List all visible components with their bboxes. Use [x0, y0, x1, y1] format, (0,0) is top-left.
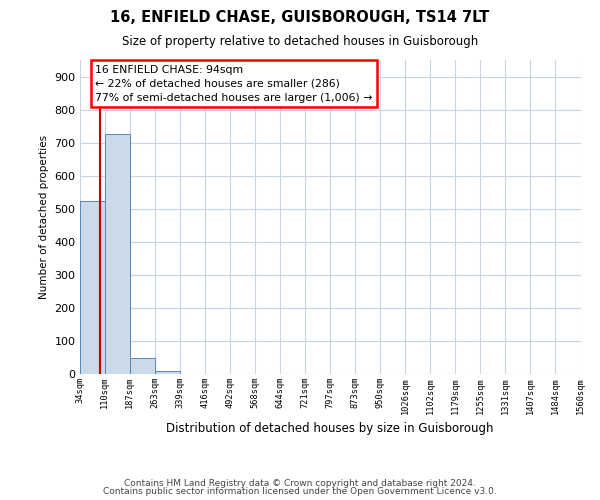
Text: 16, ENFIELD CHASE, GUISBOROUGH, TS14 7LT: 16, ENFIELD CHASE, GUISBOROUGH, TS14 7LT [110, 10, 490, 25]
Bar [155, 371, 180, 374]
Text: Contains public sector information licensed under the Open Government Licence v3: Contains public sector information licen… [103, 487, 497, 496]
Bar [105, 134, 130, 374]
Y-axis label: Number of detached properties: Number of detached properties [39, 135, 49, 299]
X-axis label: Distribution of detached houses by size in Guisborough: Distribution of detached houses by size … [166, 422, 494, 435]
Text: Size of property relative to detached houses in Guisborough: Size of property relative to detached ho… [122, 35, 478, 48]
Bar [130, 358, 155, 374]
Text: Contains HM Land Registry data © Crown copyright and database right 2024.: Contains HM Land Registry data © Crown c… [124, 478, 476, 488]
Text: 16 ENFIELD CHASE: 94sqm
← 22% of detached houses are smaller (286)
77% of semi-d: 16 ENFIELD CHASE: 94sqm ← 22% of detache… [95, 64, 372, 102]
Bar [80, 200, 105, 374]
